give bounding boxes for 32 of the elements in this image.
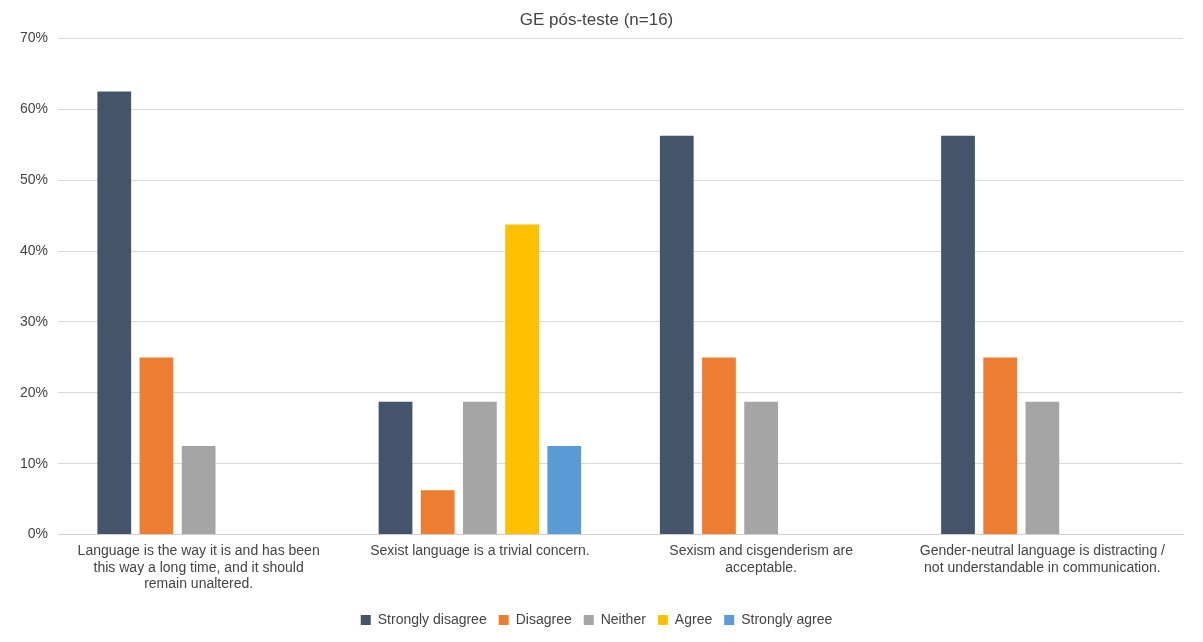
y-tick-label: 20% <box>19 383 49 400</box>
bar <box>97 91 132 535</box>
bar <box>378 401 413 535</box>
y-tick-label: 50% <box>19 171 49 188</box>
y-tick-label: 30% <box>19 312 49 329</box>
x-tick-label: Language is the way it is and has been this way a long time, and it should remain unaltered. <box>77 541 320 592</box>
x-tick-label: Gender-neutral language is distracting / not understandable in communication. <box>919 541 1166 575</box>
bar <box>505 224 539 535</box>
bar <box>139 357 174 535</box>
chart-title: GE pós-teste (n=16) <box>519 9 674 29</box>
y-tick-label: 0% <box>27 525 49 542</box>
y-tick-label: 70% <box>19 29 49 46</box>
bar <box>702 357 736 535</box>
bar <box>181 445 216 535</box>
legend-label: Strongly agree <box>741 610 833 627</box>
bar <box>463 401 497 535</box>
bar <box>547 445 582 535</box>
bar <box>1025 401 1060 535</box>
y-tick-label: 10% <box>19 454 49 471</box>
bar <box>941 135 975 535</box>
bar <box>744 401 779 535</box>
legend-label: Strongly disagree <box>377 610 487 627</box>
legend-label: Disagree <box>515 610 572 627</box>
y-tick-label: 60% <box>19 100 49 117</box>
y-tick-label: 40% <box>19 241 49 258</box>
x-tick-label: Sexist language is a trivial concern. <box>370 541 590 558</box>
x-tick-label: Sexism and cisgenderism are acceptable. <box>669 541 854 575</box>
bar <box>420 490 455 535</box>
legend-label: Neither <box>600 610 647 627</box>
bar <box>659 135 694 535</box>
bar <box>983 357 1018 535</box>
legend-label: Agree <box>674 610 713 627</box>
